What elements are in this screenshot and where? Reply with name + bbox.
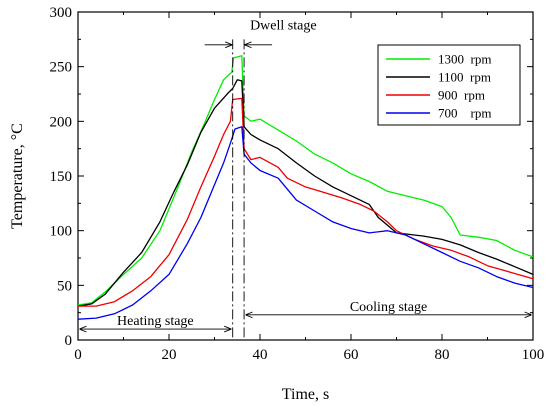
plot-area: 0 20 40 60 80 100 0 50 100 150 200 250 300 Dwell stag… [50,5,545,363]
series-line [77,126,534,320]
x-tick-label: 80 [435,347,450,363]
y-axis-title: Temperature, °C [9,123,26,229]
legend-label: 1100 rpm [438,70,491,85]
heating-stage-label: Heating stage [117,314,194,329]
x-tick-label: 100 [522,347,545,363]
x-tick-label: 20 [162,347,177,363]
dwell-stage-label: Dwell stage [250,18,316,33]
x-tick-label: 60 [344,347,359,363]
y-tick-label: 200 [50,114,73,130]
legend-label: 1300 rpm [438,52,491,67]
legend-label: 900 rpm [438,88,485,103]
x-axis-title: Time, s [282,386,329,403]
y-tick-label: 250 [50,60,73,76]
y-tick-label: 100 [50,224,73,240]
series-line [77,79,534,307]
series-line [77,55,534,306]
y-tick-label: 300 [50,5,73,21]
cooling-stage-label: Cooling stage [350,300,427,315]
x-tick-label: 40 [253,347,268,363]
y-tick-label: 50 [57,278,72,294]
y-tick-label: 0 [65,333,73,349]
series-line [78,97,534,307]
y-tick-label: 150 [50,169,73,185]
legend-label: 700 rpm [438,106,491,121]
x-tick-label: 0 [74,347,82,363]
